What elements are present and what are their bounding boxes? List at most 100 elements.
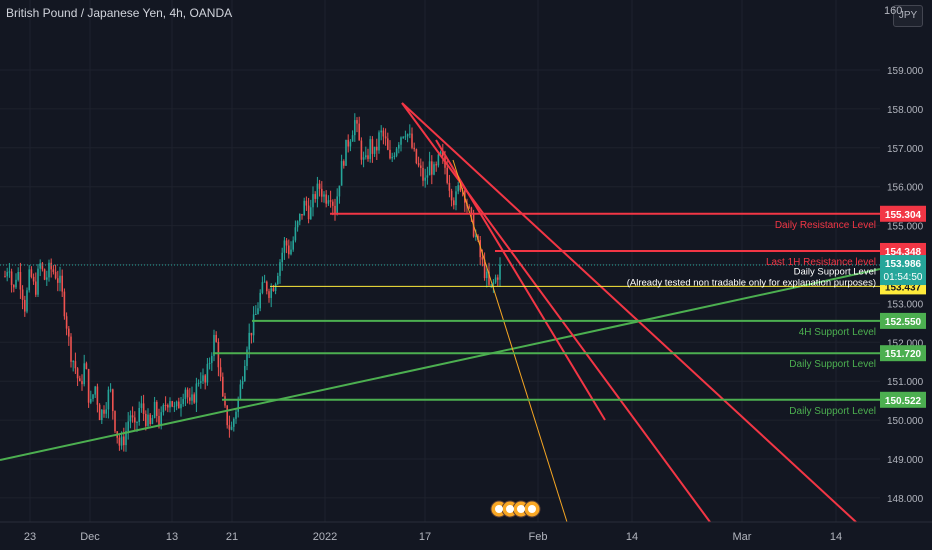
candle-body bbox=[351, 135, 354, 142]
candle-body bbox=[189, 397, 191, 401]
time-tick-label: 21 bbox=[226, 531, 238, 543]
candle-body bbox=[310, 207, 312, 220]
price-tag bbox=[880, 205, 926, 222]
candle-body bbox=[378, 132, 380, 151]
candle-body bbox=[129, 415, 132, 422]
candle-body bbox=[215, 334, 217, 342]
price-tick-label: 152.000 bbox=[887, 338, 924, 349]
price-tags: 155.304 154.348 153.437 152.550 151.720 150.5… bbox=[880, 205, 926, 408]
candle-body bbox=[244, 365, 246, 382]
candle-body bbox=[481, 257, 484, 260]
candle-body bbox=[182, 398, 184, 405]
candle-body bbox=[19, 272, 22, 290]
candle-body bbox=[283, 240, 286, 253]
candle-body bbox=[37, 268, 39, 295]
candle-body bbox=[281, 252, 283, 263]
candle-body bbox=[81, 381, 83, 385]
candle-body bbox=[131, 415, 134, 418]
time-axis[interactable]: 23 Dec 13 21 2022 17 Feb 14 Mar 14 bbox=[0, 521, 932, 543]
candle-body bbox=[362, 157, 365, 160]
candle-body bbox=[191, 394, 193, 401]
candle-body bbox=[219, 367, 222, 377]
candle-body bbox=[211, 356, 213, 363]
candle-body bbox=[105, 409, 107, 414]
candle-body bbox=[160, 412, 162, 426]
candle-body bbox=[180, 404, 182, 409]
candle-body bbox=[76, 368, 79, 379]
candle-body bbox=[294, 227, 297, 241]
candle-body bbox=[268, 291, 270, 298]
candle-body bbox=[96, 386, 99, 405]
candle-body bbox=[442, 151, 444, 157]
candle-body bbox=[259, 292, 261, 309]
candle-body bbox=[398, 144, 400, 149]
candle-body bbox=[325, 194, 327, 204]
candle-body bbox=[26, 290, 28, 312]
candle-body bbox=[406, 134, 409, 137]
candle-body bbox=[90, 398, 92, 403]
candle-body bbox=[277, 275, 279, 284]
candle-body bbox=[433, 164, 435, 175]
candle-body bbox=[497, 277, 499, 280]
uptrend-line bbox=[0, 268, 881, 461]
candle-body bbox=[459, 185, 462, 191]
current-price-text: 153.986 bbox=[885, 259, 922, 270]
candle-body bbox=[162, 404, 165, 413]
candle-body bbox=[193, 394, 195, 403]
candle-body bbox=[8, 271, 11, 273]
candle-body bbox=[327, 200, 330, 204]
candle-body bbox=[28, 269, 30, 291]
candle-body bbox=[52, 269, 55, 272]
candle-body bbox=[296, 221, 299, 228]
candle-body bbox=[424, 177, 426, 181]
candle-body bbox=[365, 155, 367, 158]
event-icon-inner bbox=[517, 505, 525, 513]
price-tick-label: 148.000 bbox=[887, 494, 924, 505]
price-tag bbox=[880, 345, 926, 362]
candle-body bbox=[312, 194, 314, 208]
price-tick-label: 151.000 bbox=[887, 377, 924, 388]
candle-body bbox=[164, 404, 167, 406]
candle-body bbox=[305, 200, 308, 206]
candle-body bbox=[239, 384, 242, 399]
candle-body bbox=[83, 363, 85, 385]
candle-body bbox=[112, 389, 114, 412]
candle-body bbox=[356, 120, 358, 124]
candle-body bbox=[6, 272, 8, 277]
candle-body bbox=[486, 271, 488, 279]
candle-body bbox=[334, 205, 336, 215]
candle-body bbox=[446, 167, 448, 183]
price-tag bbox=[880, 391, 926, 408]
candle-body bbox=[380, 130, 382, 133]
candle-body bbox=[213, 334, 215, 357]
price-tick-label: 156.000 bbox=[887, 183, 924, 194]
candle-body bbox=[125, 431, 127, 446]
candle-body bbox=[316, 183, 319, 199]
candle-body bbox=[354, 120, 356, 136]
candle-body bbox=[153, 401, 156, 419]
price-tag bbox=[880, 242, 926, 259]
candle-body bbox=[200, 381, 202, 383]
candle-body bbox=[79, 378, 81, 382]
candle-body bbox=[422, 167, 424, 181]
event-icons[interactable] bbox=[490, 500, 541, 518]
candle-body bbox=[54, 271, 57, 279]
candle-body bbox=[301, 213, 303, 216]
candle-body bbox=[270, 288, 272, 298]
candle-body bbox=[235, 411, 237, 419]
level-label: Daily Support Level bbox=[789, 359, 876, 370]
candle-body bbox=[237, 398, 239, 412]
level-label: Daily Support Level bbox=[789, 406, 876, 417]
level-note: (Already tested non tradable only for ex… bbox=[627, 277, 876, 288]
time-tick-label: 14 bbox=[626, 531, 638, 543]
currency-badge[interactable]: JPY bbox=[893, 5, 923, 27]
candle-body bbox=[147, 414, 149, 426]
price-tick-label: 153.000 bbox=[887, 299, 924, 310]
candle-body bbox=[479, 240, 481, 258]
candle-body bbox=[145, 413, 147, 426]
candle-body bbox=[290, 249, 292, 255]
candle-body bbox=[499, 264, 501, 280]
candle-body bbox=[208, 362, 211, 364]
